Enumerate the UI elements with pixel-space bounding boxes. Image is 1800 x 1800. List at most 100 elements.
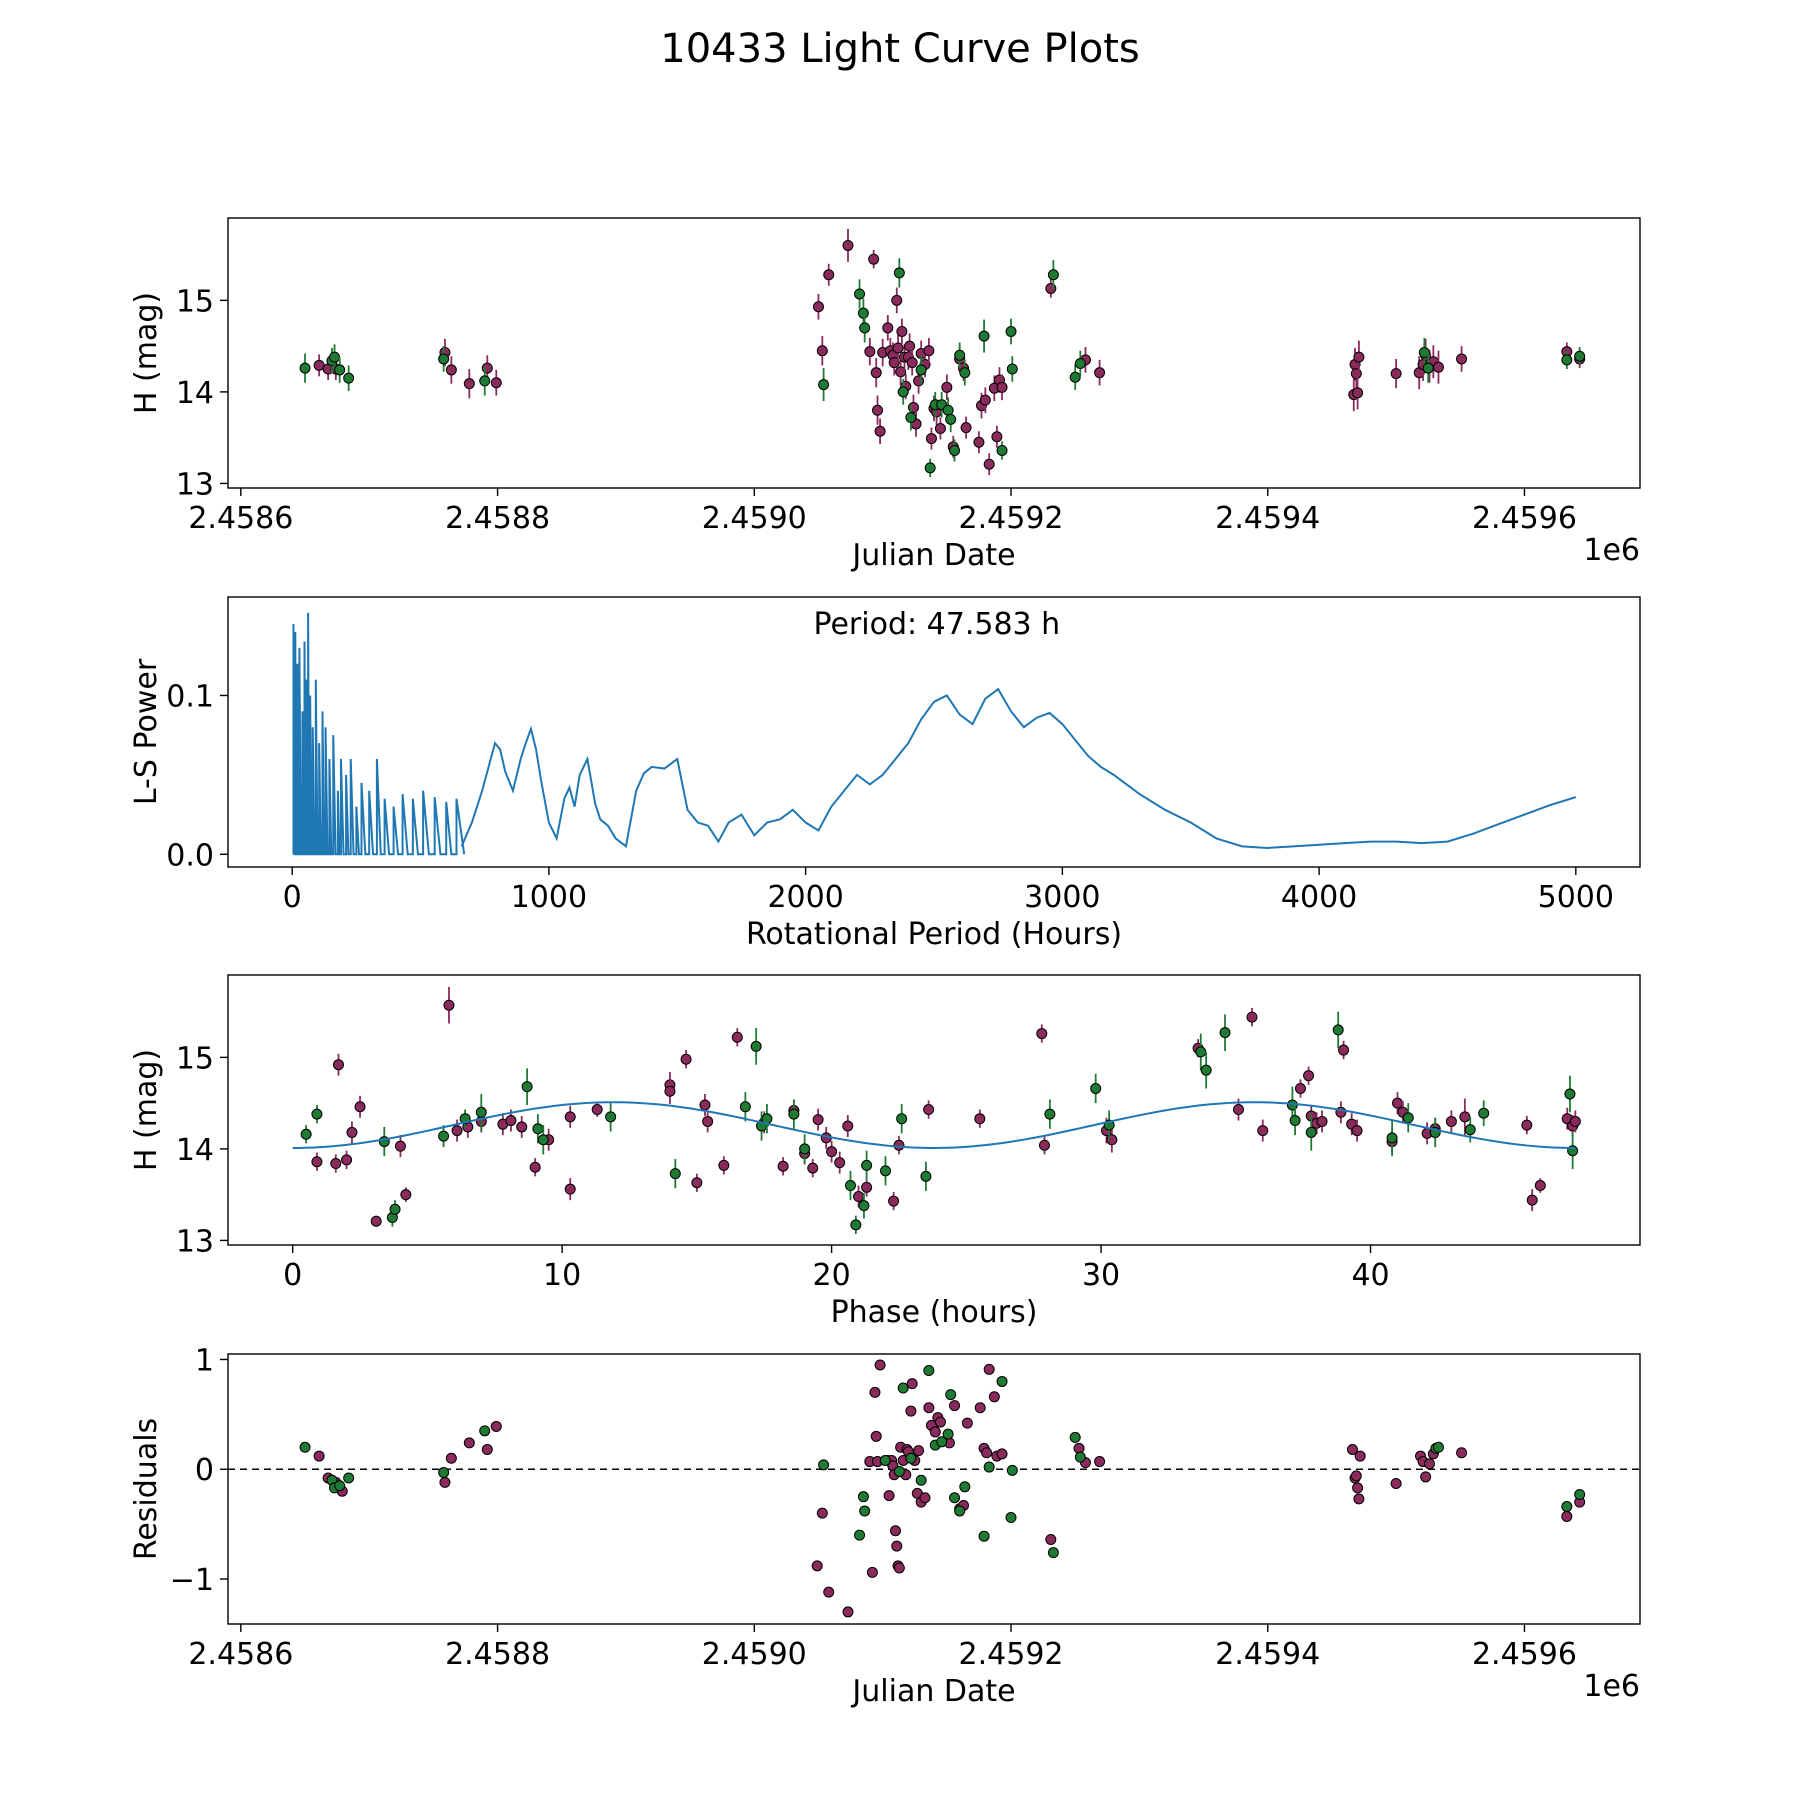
data-point [463, 378, 475, 390]
data-point [1069, 1431, 1081, 1443]
data-point [343, 1472, 355, 1484]
data-point [892, 342, 904, 354]
x-axis-label: Julian Date [850, 1674, 1015, 1709]
data-point [812, 1114, 824, 1126]
data-point [354, 1101, 366, 1113]
data-point [1351, 1125, 1363, 1137]
data-point [394, 1140, 406, 1152]
y-tick-label: 14 [176, 376, 214, 411]
data-point [343, 372, 355, 384]
data-point [905, 1452, 917, 1464]
data-point [334, 364, 346, 376]
data-point [818, 379, 830, 391]
series-band-a [313, 228, 1586, 476]
data-point [1574, 1488, 1586, 1500]
x-tick-label: 2.4596 [1472, 1637, 1577, 1672]
data-point [861, 1159, 873, 1171]
x-tick-label: 0 [283, 880, 302, 915]
figure-title: 10433 Light Curve Plots [660, 26, 1140, 72]
plot-area [228, 1359, 1640, 1618]
data-point [857, 1491, 869, 1503]
y-axis-label: Residuals [129, 1418, 164, 1560]
data-point [505, 1115, 517, 1127]
data-point [311, 1156, 323, 1168]
data-point [996, 444, 1008, 456]
data-point [1350, 368, 1362, 380]
data-point [1418, 347, 1430, 359]
data-point [941, 381, 953, 393]
data-point [1391, 1097, 1403, 1109]
data-point [826, 1146, 838, 1158]
data-point [329, 351, 341, 363]
data-point [445, 364, 457, 376]
data-point [313, 1450, 325, 1462]
data-point [330, 1158, 342, 1170]
light-curve-panel: 2.4586 2.4588 2.4590 2.4592 2.4594 2.4596 13 14… [129, 217, 1641, 573]
data-point [1423, 1458, 1435, 1470]
plot-area [299, 228, 1586, 478]
y-tick-label: 1 [195, 1343, 214, 1378]
series-band-b [300, 1011, 1579, 1235]
data-point [1005, 325, 1017, 337]
data-point [844, 1180, 856, 1192]
data-point [1036, 1028, 1048, 1040]
data-point [529, 1161, 541, 1173]
series-band-b [299, 258, 1586, 478]
data-point [823, 1586, 835, 1598]
data-point [699, 1099, 711, 1111]
data-point [537, 1134, 549, 1146]
y-tick-label: 15 [176, 1041, 214, 1076]
data-point [834, 1157, 846, 1169]
data-point [924, 462, 936, 474]
data-point [1445, 1115, 1457, 1127]
period-annotation: Period: 47.583 h [813, 607, 1060, 642]
data-point [854, 288, 866, 300]
data-point [893, 1562, 905, 1574]
data-point [438, 353, 450, 365]
x-axis-label: Julian Date [850, 538, 1015, 573]
axes-frame [227, 217, 1641, 489]
data-point [874, 425, 886, 437]
x-tick-label: 10 [543, 1258, 581, 1293]
data-point [1350, 1470, 1362, 1482]
data-point [929, 1426, 941, 1438]
periodogram-short-period-spikes [292, 612, 466, 856]
data-point [869, 1386, 881, 1398]
data-point [1534, 1180, 1546, 1192]
data-point [1069, 371, 1081, 383]
data-point [1432, 1441, 1444, 1453]
data-point [981, 1447, 993, 1459]
data-point [879, 1454, 891, 1466]
data-point [893, 1139, 905, 1151]
data-point [988, 1391, 1000, 1403]
data-point [516, 1121, 528, 1133]
x-tick-label: 5000 [1538, 880, 1614, 915]
data-point [300, 1128, 312, 1140]
x-tick-label: 2.4596 [1472, 501, 1577, 536]
x-axis-label: Phase (hours) [831, 1295, 1038, 1330]
data-point [870, 1430, 882, 1442]
data-point [799, 1143, 811, 1155]
data-point [1094, 367, 1106, 379]
data-point [1047, 1547, 1059, 1559]
data-point [490, 377, 502, 389]
data-point [934, 1416, 946, 1428]
y-tick-label: 0.0 [166, 838, 214, 873]
data-point [479, 1425, 491, 1437]
data-point [438, 1130, 450, 1142]
data-point [811, 1560, 823, 1572]
data-point [979, 394, 991, 406]
data-point [1294, 1082, 1306, 1094]
data-point [896, 325, 908, 337]
data-point [718, 1159, 730, 1171]
x-tick-label: 2.4590 [702, 501, 807, 536]
data-point [1464, 1124, 1476, 1136]
x-tick-label: 2.4586 [188, 1637, 293, 1672]
data-point [816, 1507, 828, 1519]
x-tick-label: 2.4594 [1215, 501, 1320, 536]
data-point [925, 433, 937, 445]
data-point [463, 1437, 475, 1449]
x-tick-label: 2.4592 [959, 501, 1064, 536]
data-point [1459, 1111, 1471, 1123]
x-tick-label: 2.4590 [702, 1637, 807, 1672]
